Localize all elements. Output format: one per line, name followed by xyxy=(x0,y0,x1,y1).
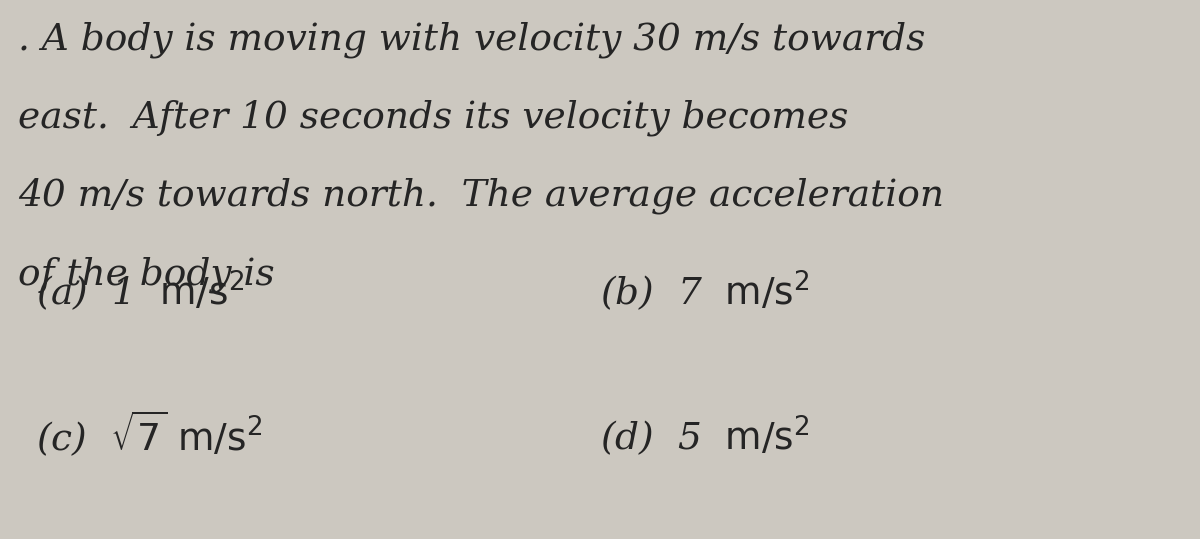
Text: (c)  $\sqrt{7}\ \rm{m/s}^2$: (c) $\sqrt{7}\ \rm{m/s}^2$ xyxy=(36,408,263,458)
Text: (a)  1  $\rm{m/s}^2$: (a) 1 $\rm{m/s}^2$ xyxy=(36,268,245,313)
Text: . A body is moving with velocity 30 m/s towards: . A body is moving with velocity 30 m/s … xyxy=(18,22,925,58)
Text: (b)  7  $\rm{m/s}^2$: (b) 7 $\rm{m/s}^2$ xyxy=(600,268,810,313)
Text: of the body is: of the body is xyxy=(18,256,275,293)
Text: (d)  5  $\rm{m/s}^2$: (d) 5 $\rm{m/s}^2$ xyxy=(600,413,810,458)
Text: east.  After 10 seconds its velocity becomes: east. After 10 seconds its velocity beco… xyxy=(18,100,848,136)
Text: 40 m/s towards north.  The average acceleration: 40 m/s towards north. The average accele… xyxy=(18,178,944,215)
